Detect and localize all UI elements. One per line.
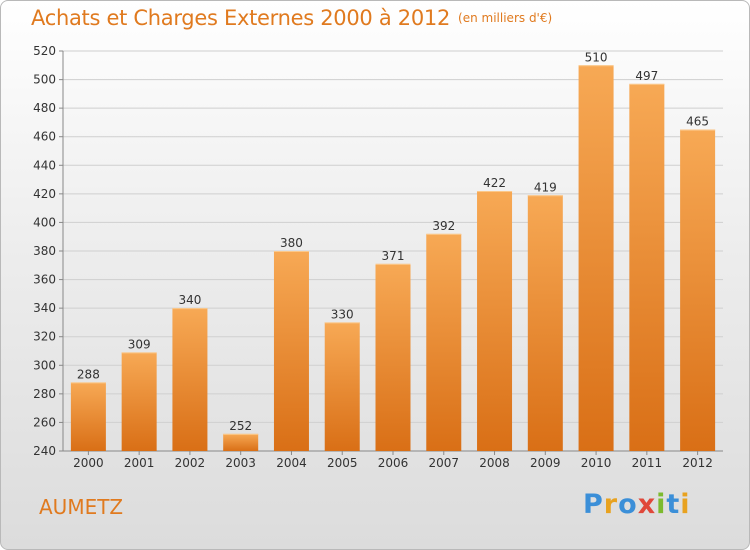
logo-letter: x (637, 489, 657, 520)
value-label: 380 (280, 236, 303, 250)
axes: 240 260 280 300 320 340 360 380 400 420 440 460 480 5… (33, 44, 723, 470)
bar (578, 65, 614, 452)
y-tick-label: 520 (33, 44, 56, 58)
value-label: 340 (178, 293, 201, 307)
y-tick-label: 440 (33, 158, 56, 172)
x-tick-label: 2010 (581, 456, 612, 470)
x-tick-label: 2002 (175, 456, 206, 470)
value-label: 252 (229, 419, 252, 433)
x-tick-label: 2009 (530, 456, 561, 470)
y-tick-label: 300 (33, 358, 56, 372)
value-label: 465 (686, 115, 709, 129)
y-tick-label: 480 (33, 101, 56, 115)
bar (527, 195, 563, 451)
chart-unit: (en milliers d'€) (458, 11, 553, 25)
value-labels: 288 309 340 252 380 330 371 392 422 419 510 497 465 (77, 50, 709, 433)
logo-letter: r (603, 489, 619, 520)
value-label: 510 (585, 50, 608, 64)
y-tick-label: 400 (33, 215, 56, 229)
bar (426, 233, 462, 451)
bar (375, 263, 411, 451)
bar (70, 382, 106, 451)
y-tick-label: 320 (33, 330, 56, 344)
y-tick-label: 500 (33, 73, 56, 87)
value-label: 419 (534, 180, 557, 194)
x-tick-label: 2008 (479, 456, 510, 470)
y-tick-label: 360 (33, 273, 56, 287)
bar (477, 191, 513, 451)
proxiti-logo: Proxiti (583, 489, 691, 520)
x-tick-label: 2006 (378, 456, 409, 470)
logo-letter: i (680, 489, 691, 520)
x-tick-label: 2003 (225, 456, 256, 470)
x-tick-label: 2000 (73, 456, 104, 470)
logo-letter: i (656, 489, 667, 520)
bars (70, 65, 716, 452)
chart-title: Achats et Charges Externes 2000 à 2012 (e… (31, 6, 552, 30)
commune-name: AUMETZ (39, 495, 124, 519)
y-tick-label: 240 (33, 444, 56, 458)
y-tick-label: 280 (33, 387, 56, 401)
bar (680, 129, 716, 452)
chart-title-text: Achats et Charges Externes 2000 à 2012 (31, 6, 451, 30)
value-label: 330 (331, 307, 354, 321)
value-label: 497 (635, 69, 658, 83)
logo-letter: o (618, 489, 638, 520)
value-label: 392 (432, 219, 455, 233)
logo-letter: t (666, 489, 681, 520)
y-tick-label: 340 (33, 301, 56, 315)
bar (121, 352, 157, 451)
bar (172, 308, 208, 451)
value-label: 309 (128, 337, 151, 351)
y-tick-label: 460 (33, 130, 56, 144)
value-label: 371 (382, 249, 405, 263)
logo-letter: P (583, 489, 604, 520)
bar (629, 83, 665, 451)
x-tick-label: 2011 (632, 456, 663, 470)
x-tick-label: 2005 (327, 456, 358, 470)
value-label: 422 (483, 176, 506, 190)
x-tick-label: 2012 (682, 456, 713, 470)
bar (273, 251, 309, 451)
bar (324, 322, 360, 451)
x-tick-label: 2001 (124, 456, 155, 470)
bar (223, 433, 259, 451)
value-label: 288 (77, 367, 100, 381)
x-tick-label: 2007 (428, 456, 459, 470)
y-tick-label: 260 (33, 415, 56, 429)
x-tick-label: 2004 (276, 456, 307, 470)
y-tick-label: 420 (33, 187, 56, 201)
y-tick-label: 380 (33, 244, 56, 258)
